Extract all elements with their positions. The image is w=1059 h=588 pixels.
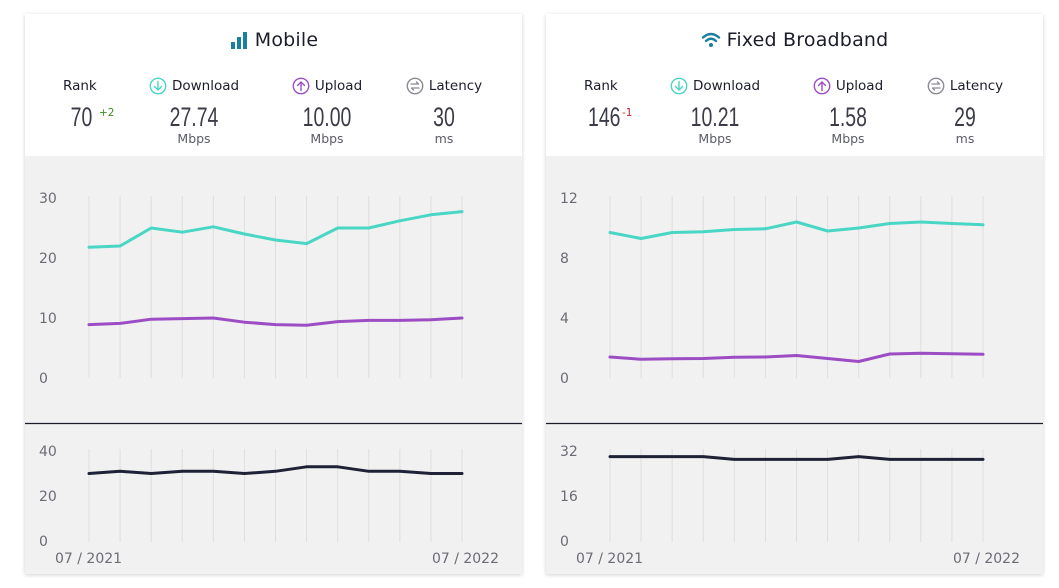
upload-value: 10.00 [302,102,352,132]
signal-bars-icon [230,32,247,49]
fixed-latency-y-tick-label: 0 [560,534,569,550]
fixed-latency-panel-bg [546,424,1043,574]
download-arrow-icon [670,77,688,95]
fixed-speed-y-tick-label: 4 [560,311,569,327]
mobile-chart: 0 10 20 30 0 20 40 07 / 2021 07 / 2022 [25,156,522,574]
rank-value: 146 [588,102,621,132]
fixed-title-text: Fixed Broadband [726,29,889,51]
upload-arrow-icon [292,77,310,95]
mobile-card: Mobile Rank 70 +2 Download 27.74 Mbps [25,14,522,574]
fixed-speed-panel-bg [546,156,1043,423]
latency-icon [406,77,424,95]
mobile-rank: Rank 70 +2 [30,77,130,132]
fixed-header: Fixed Broadband Rank 146 -1 Download 10.… [546,14,1043,156]
fixed-speed-y-tick-label: 12 [560,191,578,207]
upload-arrow-icon [813,77,831,95]
download-arrow-icon [149,77,167,95]
mobile-x-end-label: 07 / 2022 [432,551,499,567]
latency-value: 30 [433,102,455,132]
mobile-latency-line [87,465,464,475]
download-unit: Mbps [698,131,732,146]
mobile-download: Download 27.74 Mbps [144,77,244,146]
fixed-latency-y-tick-label: 32 [560,444,578,460]
upload-unit: Mbps [831,131,865,146]
fixed-x-start-label: 07 / 2021 [576,551,643,567]
latency-label: Latency [949,78,1004,94]
mobile-speed-y-tick-label: 30 [39,191,57,207]
rank-change: -1 [622,107,633,119]
mobile-speed-y-tick-label: 10 [39,311,57,327]
latency-unit: ms [955,131,975,146]
latency-label: Latency [428,78,483,94]
mobile-latency-y-tick-label: 20 [39,489,57,505]
fixed-broadband-card: Fixed Broadband Rank 146 -1 Download 10.… [546,14,1043,574]
mobile-title-text: Mobile [254,29,319,51]
mobile-latency-panel-bg [25,424,522,574]
rank-label: Rank [63,78,97,94]
wifi-icon [701,32,720,47]
fixed-latency: Latency 29 ms [915,77,1015,146]
mobile-speed-panel-bg [25,156,522,423]
download-value: 27.74 [169,102,219,132]
fixed-broadband-chart: 0 4 8 12 0 16 32 07 / 2021 07 / 2022 [546,156,1043,574]
upload-unit: Mbps [310,131,344,146]
latency-unit: ms [434,131,454,146]
fixed-latency-line [608,455,985,461]
mobile-upload: Upload 10.00 Mbps [277,77,377,146]
mobile-speed-y-tick-label: 0 [39,371,48,387]
fixed-download-line [608,220,985,240]
upload-value: 1.58 [829,102,867,132]
mobile-latency-y-tick-label: 0 [39,534,48,550]
mobile-speed-y-tick-label: 20 [39,251,57,267]
download-value: 10.21 [690,102,740,132]
mobile-latency: Latency 30 ms [394,77,494,146]
fixed-rank: Rank 146 -1 [551,77,651,132]
fixed-upload-line [608,351,985,363]
fixed-x-end-label: 07 / 2022 [953,551,1020,567]
mobile-upload-line [87,316,464,327]
upload-label: Upload [835,78,884,94]
download-label: Download [171,78,240,94]
mobile-title: Mobile [25,29,522,51]
mobile-latency-y-tick-label: 40 [39,444,57,460]
fixed-title: Fixed Broadband [546,29,1043,51]
rank-change: +2 [99,107,115,119]
fixed-upload: Upload 1.58 Mbps [798,77,898,146]
download-unit: Mbps [177,131,211,146]
fixed-speed-y-tick-label: 0 [560,371,569,387]
rank-label: Rank [584,78,618,94]
mobile-header: Mobile Rank 70 +2 Download 27.74 Mbps [25,14,522,156]
mobile-download-line [87,210,464,249]
fixed-download: Download 10.21 Mbps [665,77,765,146]
fixed-speed-y-tick-label: 8 [560,251,569,267]
fixed-latency-y-tick-label: 16 [560,489,578,505]
mobile-x-start-label: 07 / 2021 [55,551,122,567]
latency-value: 29 [954,102,976,132]
upload-label: Upload [314,78,363,94]
latency-icon [927,77,945,95]
rank-value: 70 [70,102,93,132]
download-label: Download [692,78,761,94]
